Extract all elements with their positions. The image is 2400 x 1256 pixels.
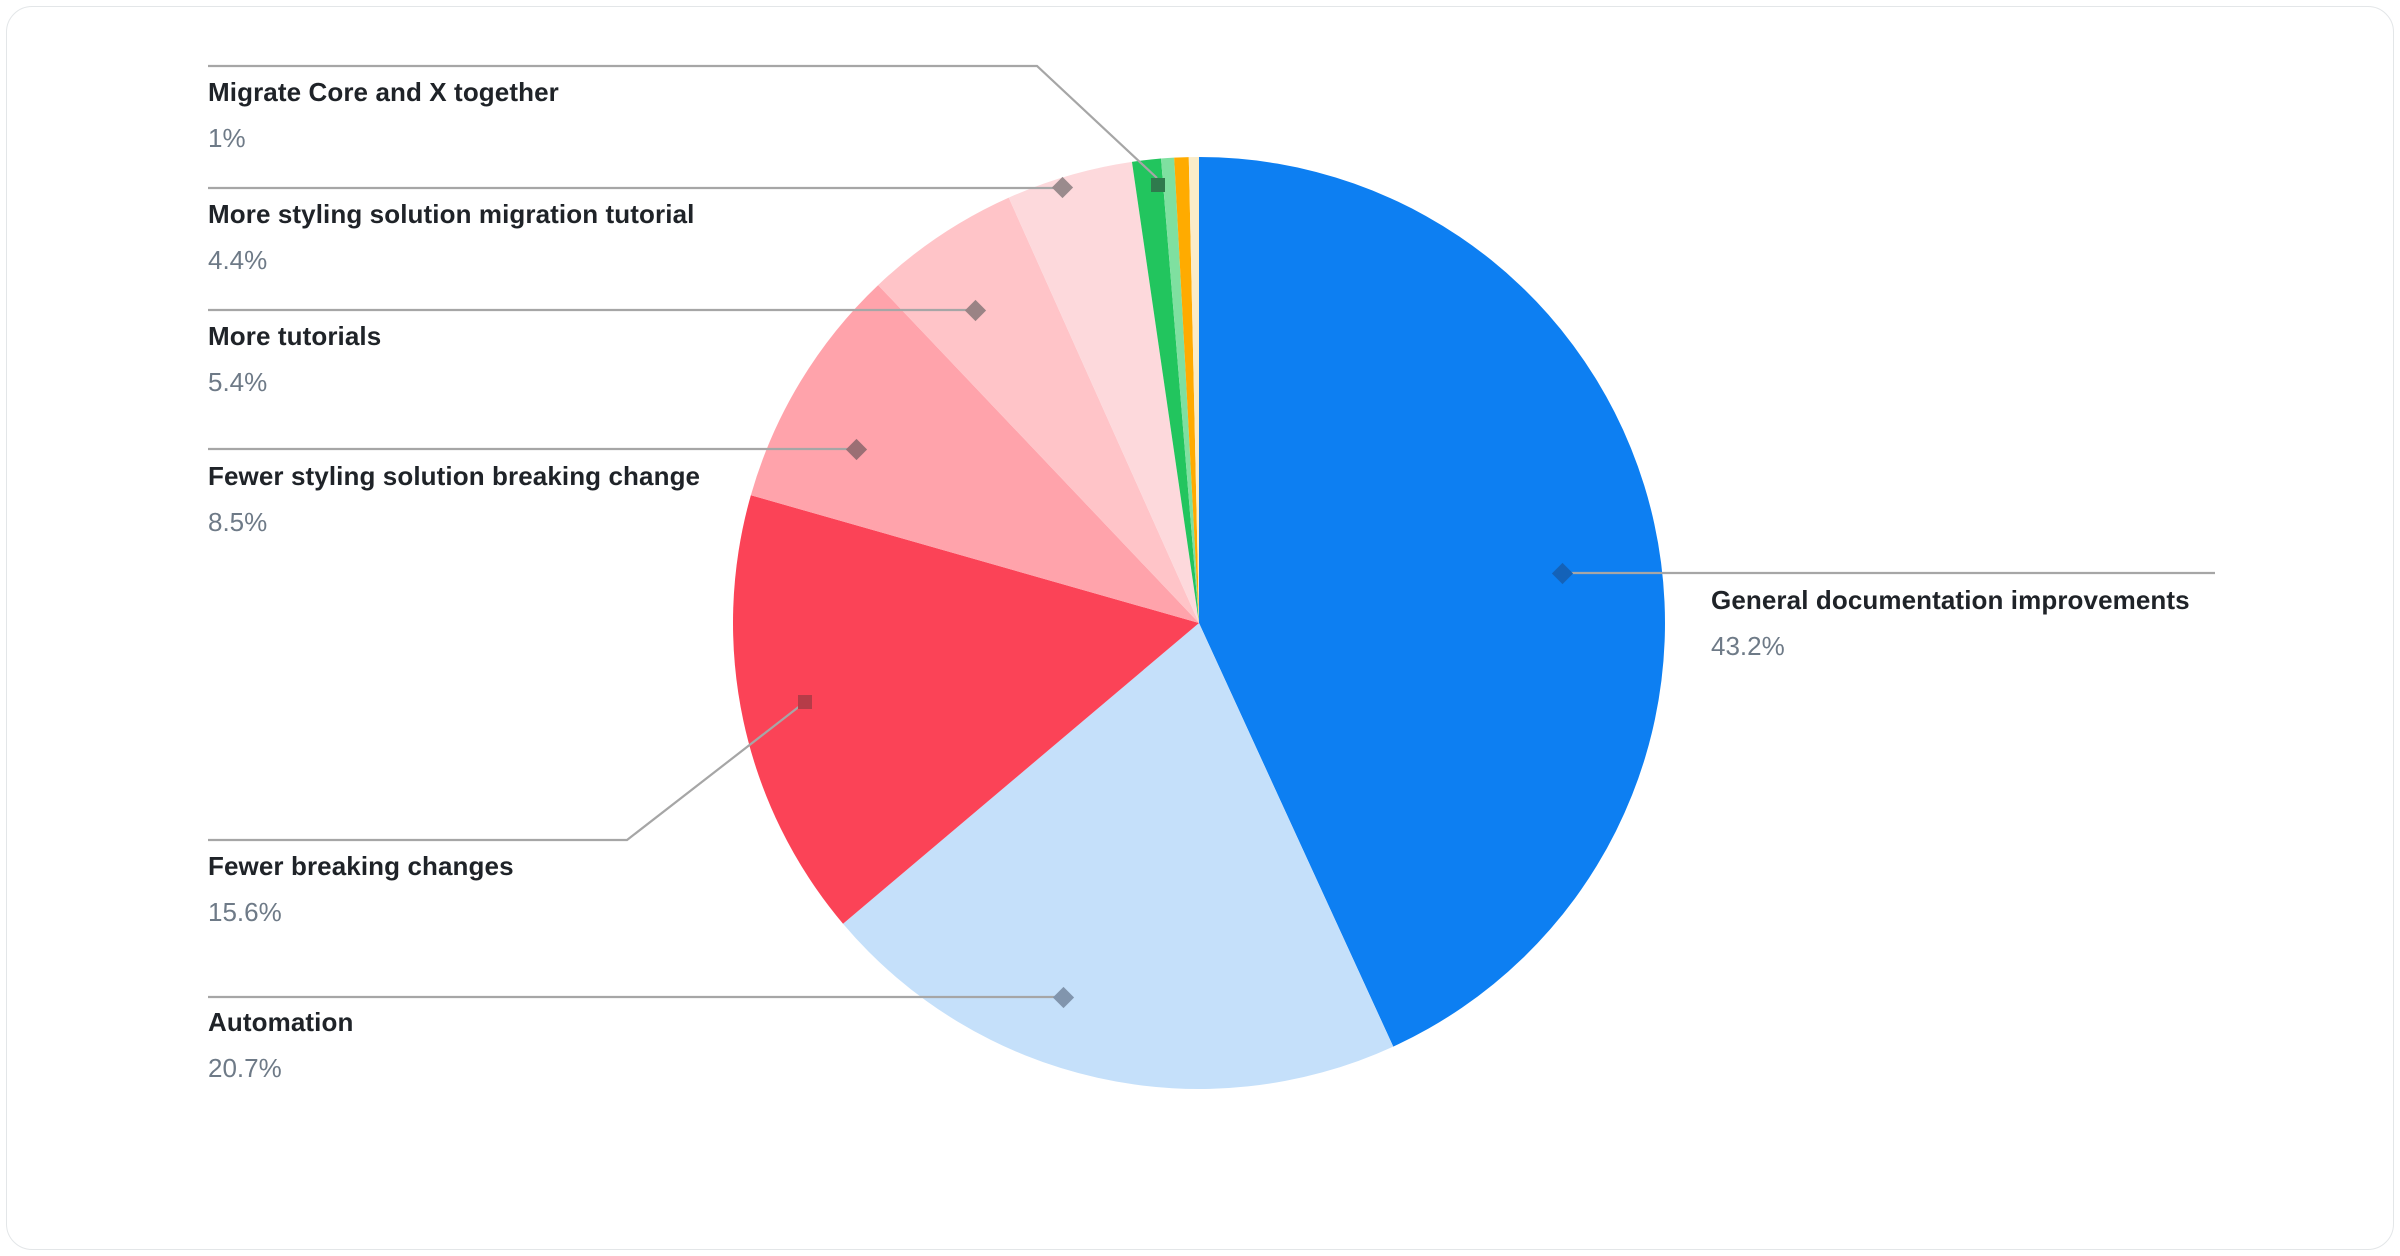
- pie-slice-fewer-styling-solution-breaking-change[interactable]: [750, 285, 1199, 623]
- pie-slice-unlabeled-cream[interactable]: [1188, 156, 1199, 623]
- callout-value: 15.6%: [208, 896, 282, 927]
- callout-migrate-core-and-x-together: Migrate Core and X together 1%: [208, 77, 559, 154]
- pie-slice-fewer-breaking-changes[interactable]: [732, 495, 1199, 924]
- pie-slice-more-tutorials[interactable]: [878, 197, 1199, 624]
- pie-slice-more-styling-solution-migration-tutorial[interactable]: [1008, 161, 1199, 623]
- leader-dot-general-documentation-improvements: [1551, 562, 1574, 585]
- callout-title: General documentation improvements: [1711, 585, 2190, 615]
- callout-value: 5.4%: [208, 366, 268, 397]
- pie-slice-automation[interactable]: [843, 623, 1394, 1089]
- leader-dot-migrate-core-and-x-together: [1151, 178, 1165, 192]
- leader-dot-fewer-styling-solution-breaking-change: [845, 438, 868, 461]
- callout-title: Fewer breaking changes: [208, 851, 514, 881]
- pie-slice-migrate-core-and-x-together[interactable]: [1131, 158, 1199, 624]
- pie-slices: [732, 156, 1665, 1089]
- pie-slice-unlabeled-light-green[interactable]: [1161, 157, 1199, 623]
- callout-title: More tutorials: [208, 321, 382, 351]
- callout-value: 8.5%: [208, 506, 268, 537]
- callout-value: 1%: [208, 122, 246, 153]
- callout-automation: Automation 20.7%: [208, 1007, 354, 1084]
- callout-value: 43.2%: [1711, 630, 1785, 661]
- pie-slice-general-documentation-improvements[interactable]: [1199, 157, 1665, 1047]
- leader-dot-automation: [1052, 986, 1075, 1009]
- callout-more-styling-solution-migration-tutorial: More styling solution migration tutorial…: [208, 199, 695, 276]
- callout-title: More styling solution migration tutorial: [208, 199, 695, 229]
- leader-dot-more-tutorials: [964, 299, 987, 322]
- callout-more-tutorials: More tutorials 5.4%: [208, 321, 382, 398]
- callout-fewer-styling-solution-breaking-change: Fewer styling solution breaking change 8…: [208, 461, 701, 538]
- callout-title: Fewer styling solution breaking change: [208, 461, 701, 491]
- leader-dot-fewer-breaking-changes: [798, 695, 812, 709]
- leader-line-migrate-core-and-x-together: [208, 64, 1158, 179]
- callout-fewer-breaking-changes: Fewer breaking changes 15.6%: [208, 851, 514, 928]
- callout-value: 4.4%: [208, 244, 268, 275]
- leader-line-fewer-breaking-changes: [208, 701, 806, 842]
- leader-lines: [208, 64, 2215, 999]
- callout-title: Migrate Core and X together: [208, 77, 559, 107]
- callout-value: 20.7%: [208, 1052, 282, 1083]
- callout-title: Automation: [208, 1007, 354, 1037]
- leader-dots: [798, 176, 1574, 1009]
- pie-slice-unlabeled-orange[interactable]: [1174, 157, 1199, 624]
- callout-general-documentation-improvements: General documentation improvements 43.2%: [1711, 585, 2190, 662]
